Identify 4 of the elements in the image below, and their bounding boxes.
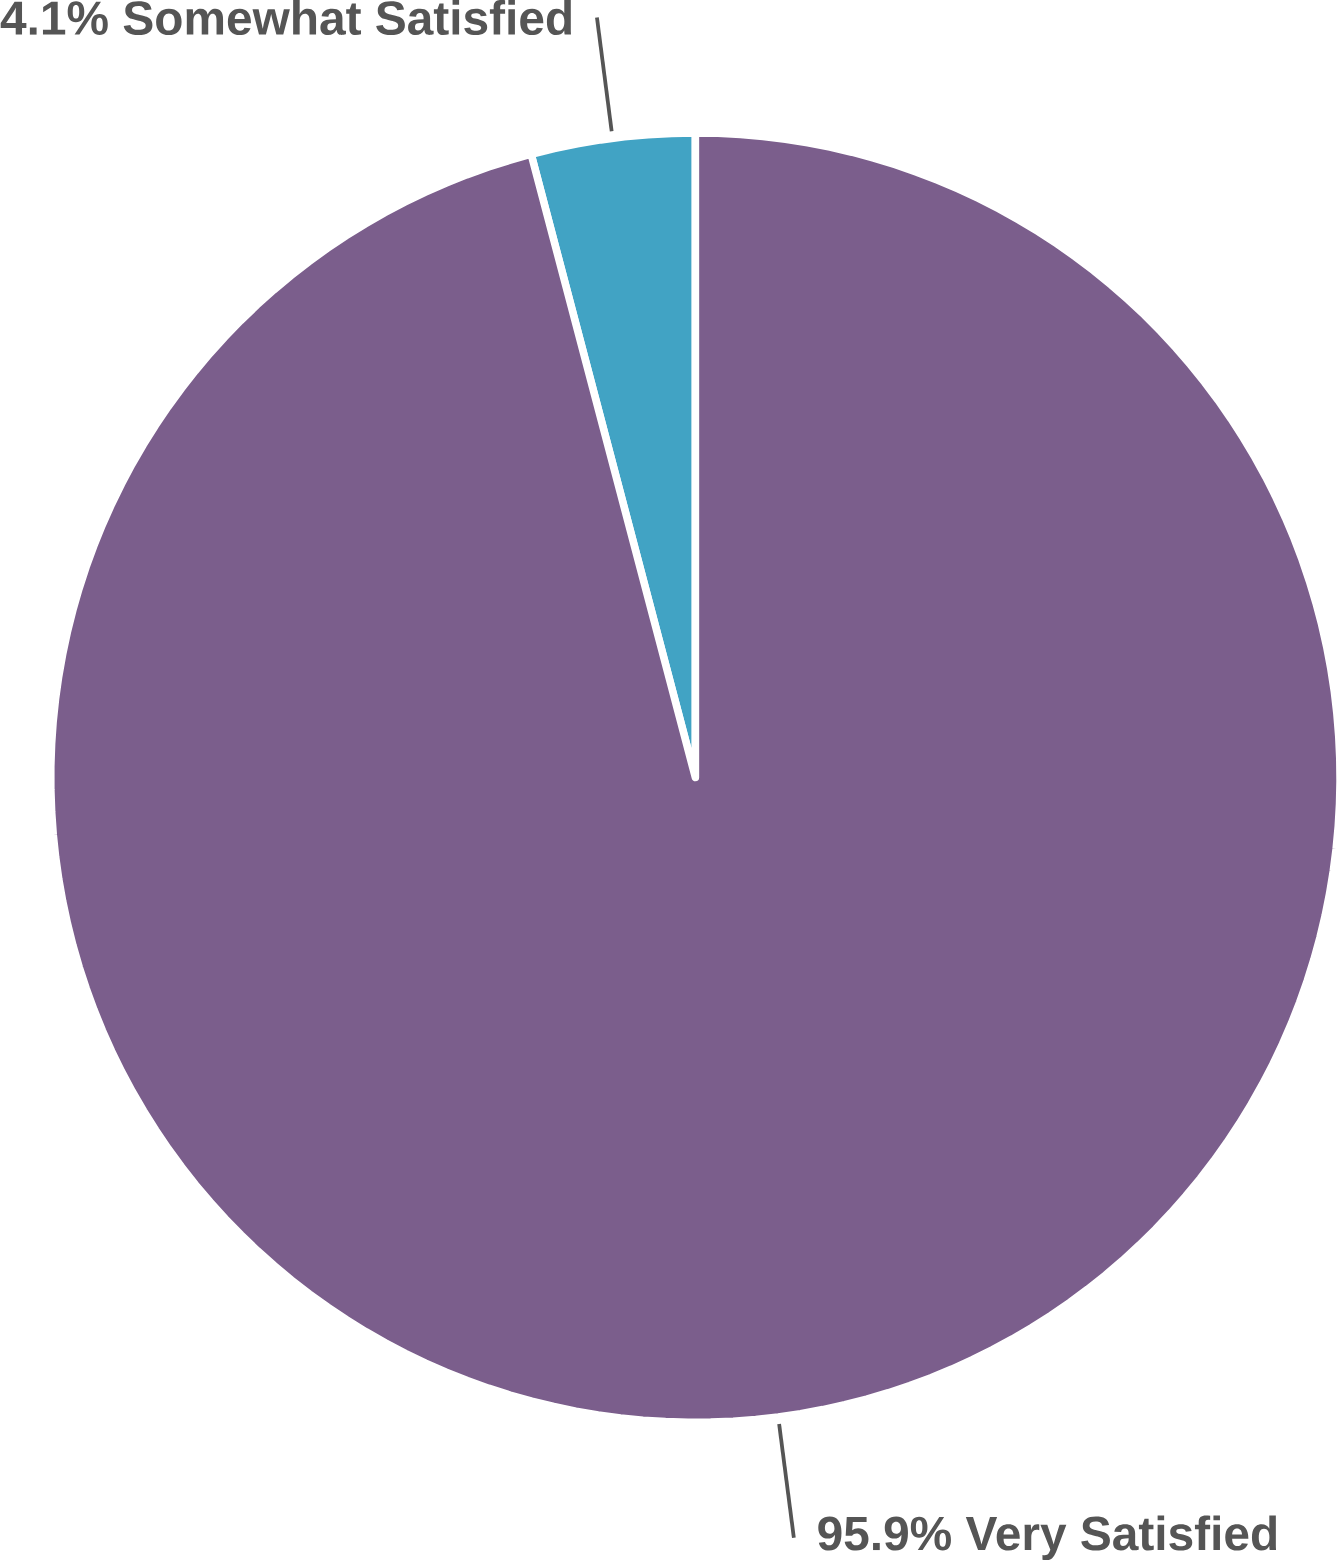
slice-label: Very Satisfied [965, 1515, 1277, 1560]
data-label: 4.1% [0, 1, 108, 36]
slice-label: Somewhat Satisfied [123, 0, 572, 36]
data-label: 95.9% [818, 1516, 952, 1551]
